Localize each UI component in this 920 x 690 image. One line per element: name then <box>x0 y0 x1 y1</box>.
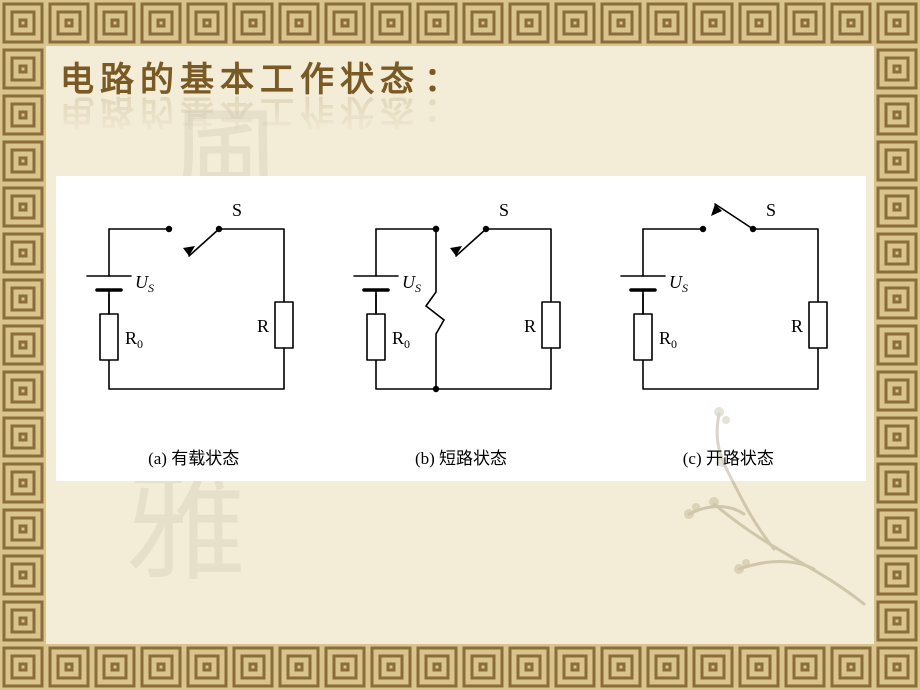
title-wrap: 电路的基本工作状态： 电路的基本工作状态： <box>60 52 458 101</box>
title-text: 电路的基本工作状态 <box>60 61 420 99</box>
svg-text:R: R <box>791 316 803 336</box>
svg-text:R0: R0 <box>392 328 410 351</box>
svg-text:S: S <box>766 200 776 220</box>
circuit-c: S US R0 R <box>603 184 853 434</box>
border-bottom <box>0 644 920 690</box>
svg-text:R: R <box>524 316 536 336</box>
circuit-block-b: S US R0 R (b) 短路状态 <box>336 184 586 469</box>
border-top <box>0 0 920 46</box>
circuit-block-a: S US R0 R (a) 有载状态 <box>69 184 319 469</box>
circuit-block-c: S US R0 R (c) 开路状态 <box>603 184 853 469</box>
circuit-caption-c: (c) 开路状态 <box>683 444 774 469</box>
svg-text:S: S <box>499 200 509 220</box>
circuit-caption-a: (a) 有载状态 <box>148 444 239 469</box>
diagram-panel: S US R0 R (a) 有载状态 <box>56 176 866 481</box>
circuit-b: S US R0 R <box>336 184 586 434</box>
circuit-caption-b: (b) 短路状态 <box>415 444 507 469</box>
slide: 風 雅 电路的基本工作状态： 电路的基本工作状态： <box>0 0 920 690</box>
content-area: 風 雅 电路的基本工作状态： 电路的基本工作状态： <box>46 46 874 644</box>
svg-text:R: R <box>257 316 269 336</box>
title-colon: ： <box>424 61 458 99</box>
border-left <box>0 0 46 690</box>
slide-title: 电路的基本工作状态： <box>60 52 458 101</box>
circuits-row: S US R0 R (a) 有载状态 <box>56 176 866 481</box>
svg-text:R0: R0 <box>659 328 677 351</box>
circuit-a: S US R0 R <box>69 184 319 434</box>
svg-text:R0: R0 <box>125 328 143 351</box>
svg-text:US: US <box>669 272 688 295</box>
svg-text:US: US <box>135 272 154 295</box>
border-right <box>874 0 920 690</box>
svg-text:S: S <box>232 200 242 220</box>
svg-text:US: US <box>402 272 421 295</box>
